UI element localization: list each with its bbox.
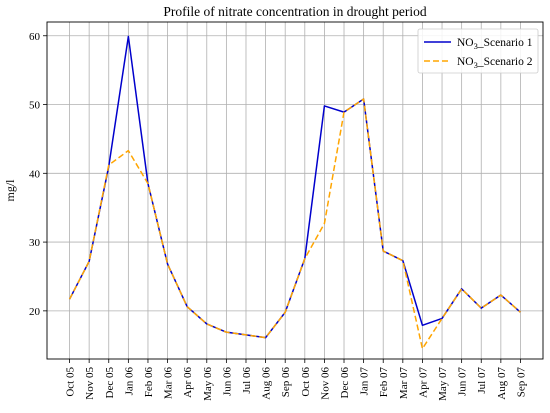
x-tick-label: Sep 06 — [280, 367, 292, 398]
x-tick-label: Apr 06 — [182, 367, 194, 398]
x-tick-label: Feb 07 — [378, 367, 390, 398]
legend: NO3_Scenario 1 NO3_Scenario 2 — [417, 28, 539, 74]
x-tick-label: Nov 06 — [319, 367, 331, 400]
x-tick-label: Oct 05 — [65, 367, 77, 397]
y-tick-label: 20 — [29, 306, 41, 318]
x-tick-label: Jul 07 — [476, 367, 488, 394]
x-tick-label: Jan 07 — [359, 367, 371, 396]
y-tick-label: 60 — [29, 31, 41, 43]
x-tick-label: Jun 07 — [457, 367, 469, 397]
x-tick-label: Sep 07 — [515, 367, 527, 398]
legend-label-2: NO3_Scenario 2 — [457, 56, 533, 70]
x-tick-label: Mar 06 — [163, 367, 175, 400]
y-axis-ticks: 20 30 40 50 60 — [29, 31, 47, 318]
chart-title: Profile of nitrate concentration in drou… — [163, 4, 426, 19]
x-tick-label: Aug 07 — [496, 367, 508, 400]
legend-box — [417, 28, 539, 74]
x-tick-label: Jun 06 — [221, 367, 233, 397]
x-tick-label: Dec 05 — [104, 367, 116, 399]
y-tick-label: 40 — [29, 168, 41, 180]
x-tick-label: Oct 06 — [300, 367, 312, 397]
x-tick-label: May 06 — [202, 367, 214, 401]
x-tick-label: May 07 — [437, 367, 449, 401]
x-tick-label: Jan 06 — [123, 367, 135, 396]
x-tick-label: Dec 06 — [339, 367, 351, 399]
y-axis-label: mg/l — [3, 179, 17, 202]
series-line-1 — [68, 35, 521, 339]
y-tick-label: 30 — [29, 237, 41, 249]
x-tick-label: Aug 06 — [261, 367, 273, 400]
legend-label-1: NO3_Scenario 1 — [457, 37, 533, 51]
x-tick-label: Feb 06 — [143, 367, 155, 398]
x-axis-ticks: Oct 05 Nov 05 Dec 05 Jan 06 Feb 06 Mar 06 Apr … — [65, 359, 527, 401]
series-lines — [68, 35, 521, 350]
plot-area-border — [46, 21, 544, 360]
y-tick-label: 50 — [29, 100, 41, 112]
x-tick-label: Jul 06 — [241, 367, 253, 394]
x-tick-label: Mar 07 — [398, 367, 410, 400]
grid-lines — [47, 22, 543, 359]
x-tick-label: Nov 05 — [84, 367, 96, 400]
x-tick-label: Apr 07 — [417, 367, 429, 398]
series-line-2 — [68, 98, 521, 350]
